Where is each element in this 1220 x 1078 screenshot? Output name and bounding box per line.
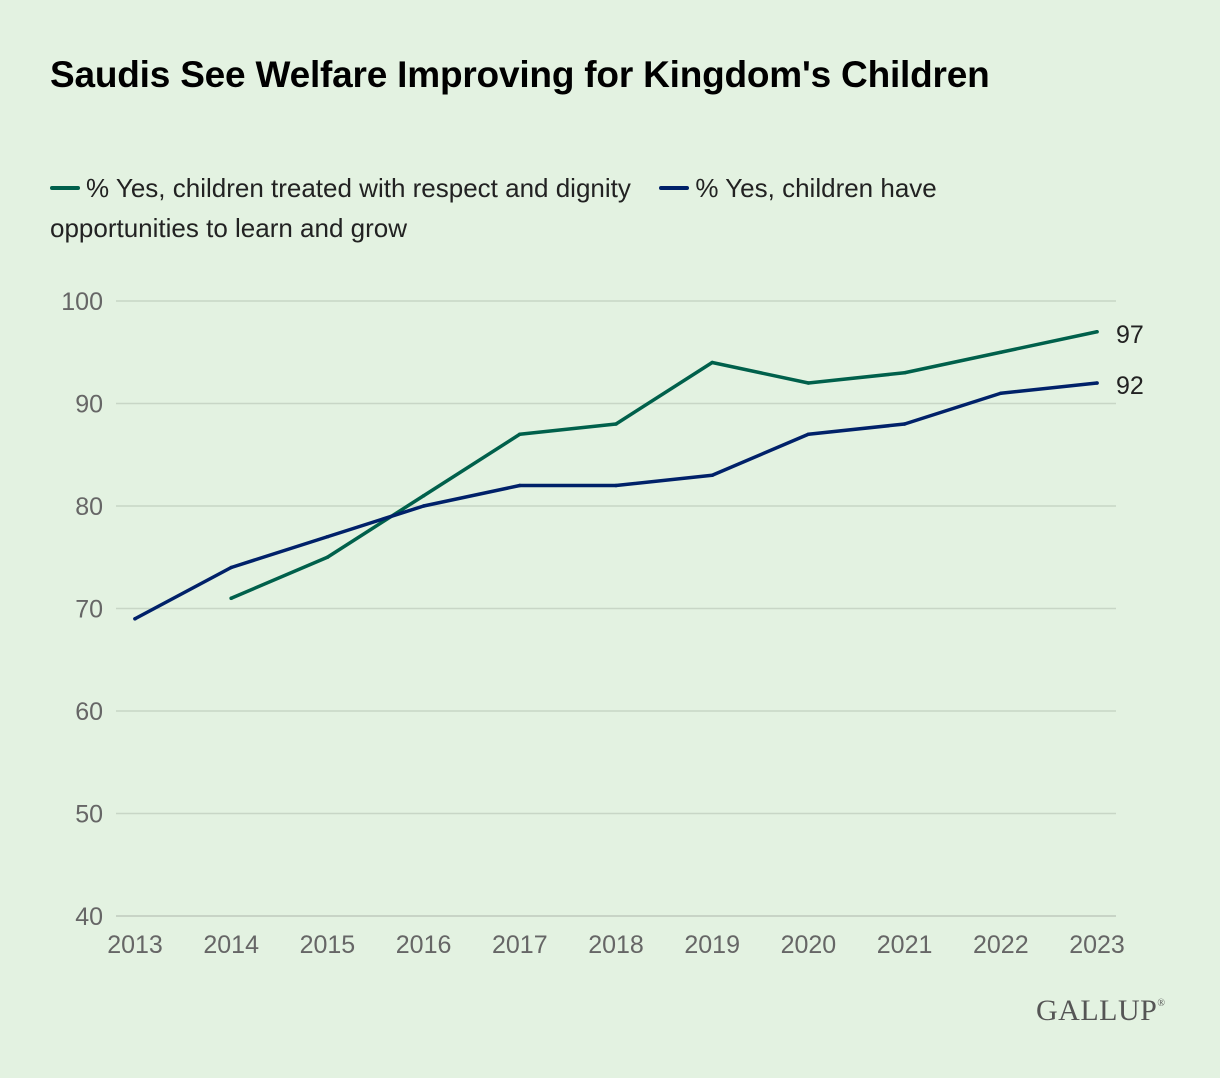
x-tick-label-2023: 2023 xyxy=(1069,931,1125,959)
data-point-1-2023 xyxy=(1095,381,1099,385)
data-point-1-2018 xyxy=(614,483,618,488)
data-point-0-2014 xyxy=(229,596,233,601)
data-point-1-2015 xyxy=(325,534,330,539)
data-point-0-2020 xyxy=(806,381,811,385)
y-tick-label-60: 60 xyxy=(75,698,103,726)
y-tick-label-90: 90 xyxy=(75,391,103,419)
x-tick-label-2017: 2017 xyxy=(492,931,548,959)
legend-label-respect: % Yes, children treated with respect and… xyxy=(86,173,631,203)
series-line-1 xyxy=(133,381,1099,621)
end-labels: 97 92 xyxy=(1116,321,1144,400)
data-point-1-2019 xyxy=(710,473,714,478)
data-point-0-2019 xyxy=(710,360,714,365)
y-tick-label-40: 40 xyxy=(75,903,103,931)
x-tick-label-2016: 2016 xyxy=(396,931,452,959)
legend-item-respect: % Yes, children treated with respect and… xyxy=(50,173,638,203)
y-tick-label-100: 100 xyxy=(61,288,103,316)
legend-label-opportunities: % Yes, children have opportunities to le… xyxy=(50,173,937,243)
legend-item-opportunities: % Yes, children have opportunities to le… xyxy=(50,173,937,243)
series-line-0 xyxy=(229,330,1099,600)
data-point-0-2017 xyxy=(518,432,522,437)
y-tick-label-50: 50 xyxy=(75,801,103,829)
data-point-1-2017 xyxy=(518,483,522,488)
x-axis: 2013 2014 2015 2016 2017 2018 2019 2020 2021 2022… xyxy=(107,931,1125,959)
data-point-0-2023 xyxy=(1095,329,1099,334)
gridlines xyxy=(116,300,1116,917)
legend: % Yes, children treated with respect and… xyxy=(50,168,1050,248)
data-point-1-2014 xyxy=(229,565,233,570)
legend-swatch-respect xyxy=(50,186,80,191)
x-tick-label-2014: 2014 xyxy=(203,931,259,959)
data-point-0-2015 xyxy=(325,555,330,560)
x-tick-label-2013: 2013 xyxy=(107,931,163,959)
y-axis: 40 50 60 70 80 90 100 xyxy=(61,288,103,931)
x-tick-label-2021: 2021 xyxy=(877,931,933,959)
x-tick-label-2020: 2020 xyxy=(781,931,837,959)
y-tick-label-80: 80 xyxy=(75,493,103,521)
x-tick-label-2022: 2022 xyxy=(973,931,1029,959)
data-point-1-2022 xyxy=(999,391,1003,396)
data-point-0-2021 xyxy=(902,370,907,375)
end-label-0: 97 xyxy=(1116,321,1144,349)
data-point-0-2016 xyxy=(421,493,426,498)
legend-swatch-opportunities xyxy=(659,186,690,191)
chart-title: Saudis See Welfare Improving for Kingdom… xyxy=(50,54,990,95)
end-label-1: 92 xyxy=(1116,372,1144,400)
data-point-1-2013 xyxy=(133,616,137,621)
data-point-0-2018 xyxy=(614,422,618,426)
data-point-1-2016 xyxy=(421,504,426,508)
data-point-1-2021 xyxy=(902,422,907,426)
gallup-logo: GALLUP® xyxy=(1036,994,1166,1027)
data-point-1-2020 xyxy=(806,432,811,437)
data-point-0-2022 xyxy=(999,350,1003,355)
x-tick-label-2018: 2018 xyxy=(588,931,644,959)
series-lines xyxy=(133,329,1099,621)
x-tick-label-2015: 2015 xyxy=(300,931,356,959)
x-tick-label-2019: 2019 xyxy=(684,931,740,959)
y-tick-label-70: 70 xyxy=(75,596,103,624)
